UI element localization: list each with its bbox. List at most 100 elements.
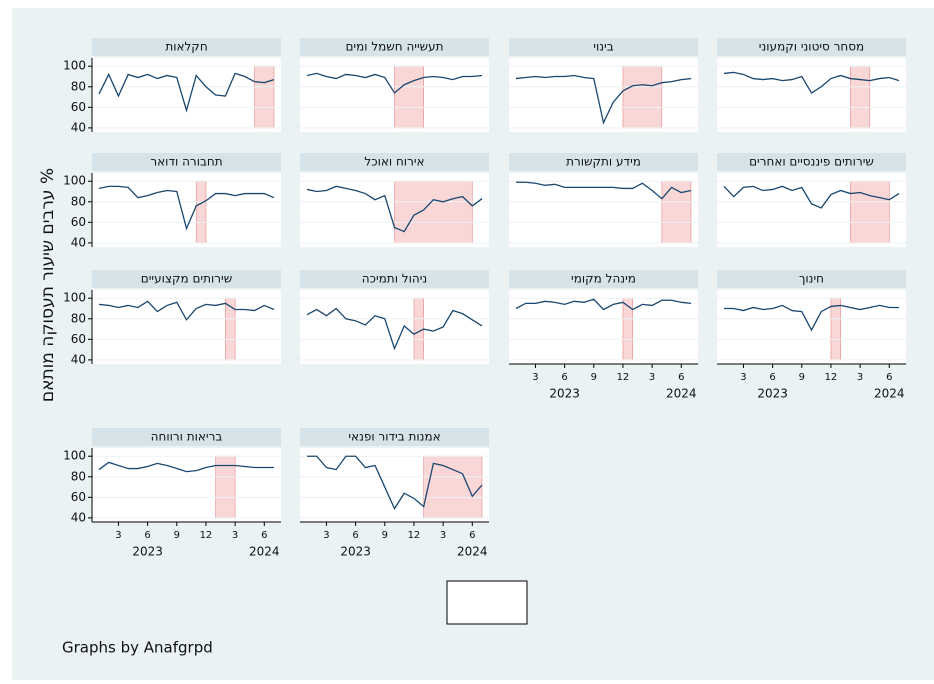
y-tick-label: 80 bbox=[71, 469, 86, 483]
panel-header bbox=[300, 38, 489, 56]
x-tick-label: 9 bbox=[591, 372, 597, 383]
shaded-period bbox=[413, 297, 424, 361]
x-tick-label: 3 bbox=[857, 372, 863, 383]
y-tick-label: 100 bbox=[63, 449, 86, 463]
series-line bbox=[98, 461, 274, 473]
panel-title: חינוך bbox=[799, 272, 824, 286]
panel-header bbox=[92, 153, 281, 171]
panel-title: ניהול ותמיכה bbox=[362, 272, 427, 286]
series-line bbox=[306, 307, 483, 351]
x-tick-label: 12 bbox=[825, 372, 838, 383]
shaded-period bbox=[830, 297, 841, 361]
panel-title: אירוח ואוכל bbox=[364, 155, 424, 169]
x-year-label: 2024 bbox=[249, 545, 280, 559]
series-line bbox=[306, 72, 483, 94]
plot-area bbox=[92, 58, 281, 132]
x-tick-label: 6 bbox=[261, 530, 267, 541]
series-line bbox=[307, 455, 483, 511]
panel-header bbox=[717, 153, 906, 171]
panel-title: בריאות ורווחה bbox=[151, 430, 223, 444]
panel-title: תעשייה חשמל ומים bbox=[345, 40, 443, 54]
shaded-period bbox=[254, 65, 275, 129]
shaded-period bbox=[394, 180, 473, 244]
panel-header bbox=[300, 270, 489, 288]
x-tick-label: 9 bbox=[799, 372, 805, 383]
shaded-period bbox=[850, 65, 871, 129]
panel-title: חקלאות bbox=[165, 40, 207, 54]
series-line bbox=[98, 72, 275, 113]
panel-title: בינוי bbox=[593, 40, 613, 54]
y-tick-label: 40 bbox=[71, 120, 86, 134]
x-tick-label: 6 bbox=[352, 530, 358, 541]
shaded-period bbox=[850, 180, 890, 244]
y-tick-label: 100 bbox=[63, 291, 86, 305]
x-tick-label: 6 bbox=[769, 372, 775, 383]
plot-area bbox=[300, 290, 489, 364]
x-tick-label: 3 bbox=[323, 530, 329, 541]
x-year-label: 2024 bbox=[457, 545, 488, 559]
shaded-period bbox=[622, 65, 663, 129]
x-year-label: 2024 bbox=[666, 387, 697, 401]
series-line bbox=[306, 185, 483, 233]
x-tick-label: 3 bbox=[440, 530, 446, 541]
panel-header bbox=[509, 153, 698, 171]
y-tick-label: 80 bbox=[71, 194, 86, 208]
x-tick-label: 12 bbox=[408, 530, 421, 541]
y-tick-label: 60 bbox=[71, 490, 86, 504]
plot-area bbox=[509, 290, 698, 364]
panel-title: שירותים מקצועיים bbox=[141, 272, 232, 286]
y-tick-label: 80 bbox=[71, 311, 86, 325]
panel-title: תחבורה ודואר bbox=[150, 155, 222, 169]
x-year-label: 2024 bbox=[874, 387, 905, 401]
x-year-label: 2023 bbox=[340, 545, 371, 559]
panel-header bbox=[300, 428, 489, 446]
y-tick-label: 40 bbox=[71, 352, 86, 366]
x-year-label: 2023 bbox=[757, 387, 788, 401]
panel-header bbox=[92, 38, 281, 56]
panel-title: מינהל מקומי bbox=[571, 272, 636, 286]
y-axis-title: ערבים שיעור תעסוקה מותאם % bbox=[38, 168, 58, 402]
y-tick-label: 80 bbox=[71, 79, 86, 93]
x-tick-label: 6 bbox=[886, 372, 892, 383]
shaded-period bbox=[423, 455, 483, 519]
panel-title: אמנות בידור ופנאי bbox=[348, 430, 440, 444]
series-line bbox=[98, 300, 275, 321]
series-line bbox=[98, 185, 275, 231]
panel-header bbox=[717, 38, 906, 56]
x-tick-label: 3 bbox=[532, 372, 538, 383]
x-tick-label: 9 bbox=[382, 530, 388, 541]
x-tick-label: 3 bbox=[740, 372, 746, 383]
panel-title: מידע ותקשורת bbox=[566, 155, 641, 169]
y-tick-label: 60 bbox=[71, 100, 86, 114]
series-line bbox=[515, 74, 692, 125]
y-tick-label: 60 bbox=[71, 332, 86, 346]
shaded-period bbox=[225, 297, 236, 361]
x-tick-label: 6 bbox=[561, 372, 567, 383]
x-tick-label: 3 bbox=[115, 530, 121, 541]
y-tick-label: 100 bbox=[63, 174, 86, 188]
y-tick-label: 40 bbox=[71, 510, 86, 524]
plot-area bbox=[92, 290, 281, 364]
panel-header bbox=[92, 270, 281, 288]
panel-title: שירותים פיננסיים ואחרים bbox=[749, 155, 874, 169]
series-line bbox=[723, 185, 900, 209]
panel-title: מסחר סיטוני וקמעוני bbox=[759, 40, 864, 54]
panel-header bbox=[300, 153, 489, 171]
series-line bbox=[724, 304, 899, 332]
shaded-period bbox=[195, 180, 207, 244]
y-tick-label: 60 bbox=[71, 215, 86, 229]
x-tick-label: 9 bbox=[174, 530, 180, 541]
x-tick-label: 6 bbox=[469, 530, 475, 541]
x-tick-label: 6 bbox=[678, 372, 684, 383]
y-tick-label: 100 bbox=[63, 59, 86, 73]
plot-area bbox=[509, 58, 698, 132]
plot-area bbox=[717, 58, 906, 132]
panel-header bbox=[509, 38, 698, 56]
panel-header bbox=[509, 270, 698, 288]
shaded-period bbox=[394, 65, 424, 129]
plot-area bbox=[92, 173, 281, 247]
x-year-label: 2023 bbox=[549, 387, 580, 401]
x-tick-label: 6 bbox=[144, 530, 150, 541]
x-year-label: 2023 bbox=[132, 545, 163, 559]
